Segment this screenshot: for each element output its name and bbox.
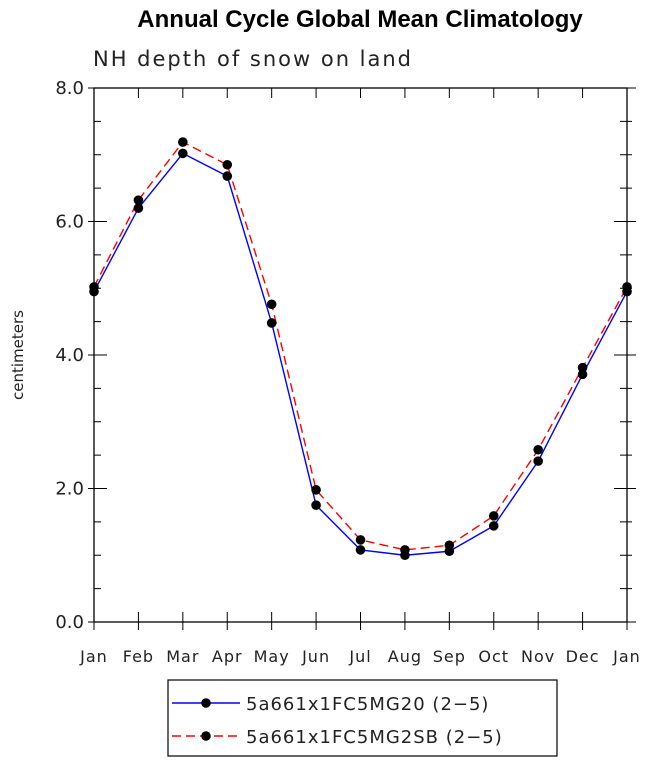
series-2-point xyxy=(622,282,632,292)
x-tick-label: Feb xyxy=(123,647,154,666)
legend-label-2: 5a661x1FC5MG2SB (2−5) xyxy=(246,727,503,748)
x-tick-label: May xyxy=(254,647,290,666)
series-2-point xyxy=(577,362,588,373)
series-2-point xyxy=(355,535,366,545)
y-tick-label: 2.0 xyxy=(55,479,84,500)
series-1-point xyxy=(266,318,277,328)
x-tick-label: Sep xyxy=(433,647,466,666)
x-tick-label: Jul xyxy=(348,647,371,666)
y-axis-label: centimeters xyxy=(9,310,27,400)
y-tick-label: 4.0 xyxy=(55,345,84,366)
series-2-point xyxy=(266,299,277,310)
legend-box xyxy=(167,679,558,757)
y-tick-label: 6.0 xyxy=(55,212,84,233)
series-layer xyxy=(89,137,632,561)
y-tick-label: 0.0 xyxy=(55,612,84,633)
chart-title: Annual Cycle Global Mean Climatology xyxy=(137,6,583,33)
series-2-point xyxy=(133,195,144,205)
series-2-point xyxy=(89,282,99,292)
axes: 0.0 2.0 4.0 6.0 8.0 Jan Feb Mar Apr May Jun Jul Aug S… xyxy=(55,78,641,666)
series-1-point xyxy=(355,545,366,555)
x-tick-label: Jan xyxy=(79,647,108,666)
series-2-point xyxy=(400,545,410,555)
series-2-point xyxy=(444,540,455,551)
x-tick-label: Mar xyxy=(166,647,199,666)
series-line-1 xyxy=(93,152,628,556)
series-2-point xyxy=(222,159,233,170)
series-1-point xyxy=(577,369,588,380)
series-line-2 xyxy=(93,141,628,551)
series-1-point xyxy=(533,456,543,466)
legend: 5a661x1FC5MG20 (2−5) 5a661x1FC5MG2SB (2−5… xyxy=(167,679,558,757)
series-1-point xyxy=(222,171,233,181)
legend-marker-2 xyxy=(201,731,211,741)
series-1-point xyxy=(133,203,144,213)
chart-subtitle: NH depth of snow on land xyxy=(93,47,413,71)
series-2-point xyxy=(311,485,321,495)
x-tick-label: Apr xyxy=(212,647,243,666)
series-2-point xyxy=(533,444,543,455)
series-1-point xyxy=(178,148,188,159)
series-1-point xyxy=(488,521,499,531)
legend-label-1: 5a661x1FC5MG20 (2−5) xyxy=(246,694,489,715)
series-2-point xyxy=(488,511,499,521)
x-tick-label: Aug xyxy=(388,647,422,666)
x-tick-label: Dec xyxy=(566,647,600,666)
series-2-point xyxy=(178,137,188,147)
y-tick-label: 8.0 xyxy=(55,78,84,99)
x-tick-label: Oct xyxy=(478,647,509,666)
x-tick-label: Nov xyxy=(521,647,555,666)
x-tick-label: Jun xyxy=(301,647,330,666)
series-1-point xyxy=(311,500,321,510)
legend-marker-1 xyxy=(201,698,211,708)
x-tick-label: Jan xyxy=(612,647,641,666)
